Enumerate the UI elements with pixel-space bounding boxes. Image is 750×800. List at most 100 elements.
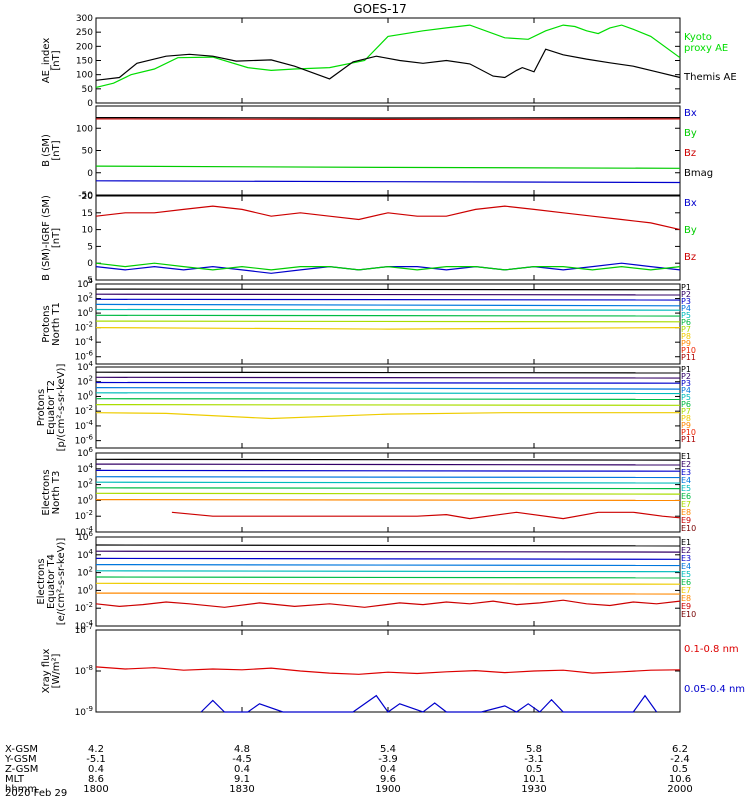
y-tick-label: 0 <box>87 169 93 179</box>
series-line-p8 <box>95 412 680 420</box>
panel-xray: 10-7 10-8 10-9 Xray flux [W/m²] 0.1-0.8 nm 0.0… <box>41 623 745 718</box>
x-row-value: 8.6 <box>88 774 104 785</box>
legend-label: P10 <box>681 428 696 437</box>
y-axis-label: Equator T2 <box>46 380 57 435</box>
legend-label: P9 <box>681 421 691 430</box>
legend-label: E7 <box>681 586 691 595</box>
x-row-value: 5.8 <box>526 744 542 755</box>
x-row-value: -5.1 <box>86 754 106 765</box>
y-tick-label: 20 <box>82 192 94 202</box>
y-tick-label: 10-2 <box>75 321 93 334</box>
x-row-value: 2000 <box>667 784 692 795</box>
y-tick-label: 100 <box>77 583 93 596</box>
x-row-label: X-GSM <box>5 744 38 755</box>
y-tick-label: 10-7 <box>75 623 93 636</box>
x-row-value: 1900 <box>375 784 400 795</box>
y-tick-label: 300 <box>76 14 93 24</box>
legend-label: E8 <box>681 594 691 603</box>
legend-label: E10 <box>681 610 696 619</box>
series-line-e8 <box>95 592 681 595</box>
legend-label: E4 <box>681 476 691 485</box>
series-line-bx <box>95 180 681 184</box>
panel-ae: 0 50 100 150 200 250 300 AE_index [nT] Kyotoproxy… <box>41 14 737 109</box>
y-axis-label: North T3 <box>51 471 62 515</box>
y-tick-label: 102 <box>77 478 93 491</box>
series-line-p8 <box>95 327 681 330</box>
legend-label: Kyoto <box>684 32 712 43</box>
series-line-p6 <box>95 314 681 317</box>
x-row-label: Y-GSM <box>4 754 37 765</box>
legend-label: E5 <box>681 570 691 579</box>
series-line-0-1-0-8-nm <box>95 666 681 675</box>
legend-label: P1 <box>681 365 691 374</box>
y-tick-label: 106 <box>77 530 93 543</box>
series-line-e9 <box>171 511 681 520</box>
legend-label: 0.05-0.4 nm <box>684 684 745 695</box>
legend-label: P8 <box>681 332 691 341</box>
y-tick-label: 104 <box>77 277 93 290</box>
series-line-e6 <box>95 487 681 490</box>
legend-label: P4 <box>681 386 691 395</box>
legend-label: E10 <box>681 524 696 533</box>
y-axis-label: Equator T4 <box>46 554 57 609</box>
y-axis-label: Protons <box>36 389 47 426</box>
series-line-p7 <box>95 404 681 406</box>
legend-label: E6 <box>681 492 691 501</box>
x-row-value: 4.8 <box>234 744 250 755</box>
x-row-label: hhmm <box>5 784 37 795</box>
series-line-e6 <box>95 576 681 579</box>
x-row-value: -2.4 <box>670 754 690 765</box>
series-line-e3 <box>95 557 681 560</box>
legend-label: P11 <box>681 353 696 362</box>
y-axis-label: [nT] <box>51 228 62 248</box>
x-row-value: -3.1 <box>524 754 544 765</box>
y-tick-label: 100 <box>77 389 93 402</box>
y-axis-label: Protons <box>41 305 52 342</box>
x-row-value: 9.1 <box>234 774 250 785</box>
series-line-e3 <box>95 469 681 472</box>
legend-label: E9 <box>681 602 691 611</box>
legend-label: E2 <box>681 546 691 555</box>
legend-label: E6 <box>681 578 691 587</box>
series-line-e9 <box>95 599 681 608</box>
y-tick-label: 102 <box>77 292 93 305</box>
x-row-value: 0.4 <box>380 764 396 775</box>
legend-label: P11 <box>681 435 696 444</box>
y-tick-label: 104 <box>77 548 93 561</box>
y-tick-label: 10-2 <box>75 601 93 614</box>
x-row-value: -4.5 <box>232 754 252 765</box>
x-row-value: 4.2 <box>88 744 104 755</box>
y-axis-label: North T1 <box>51 302 62 346</box>
y-tick-label: 104 <box>77 462 93 475</box>
legend-label: P9 <box>681 339 691 348</box>
series-line-p2 <box>95 376 681 379</box>
legend-label: P3 <box>681 379 691 388</box>
y-tick-label: 102 <box>77 375 93 388</box>
legend-label: P1 <box>681 283 691 292</box>
x-row-value: 1800 <box>83 784 108 795</box>
panel-ee: 106 104 102 100 10-2 10-4 Electrons Equator T4[… <box>36 530 696 632</box>
series-line-p1 <box>95 288 681 291</box>
series-line-bx <box>95 262 681 274</box>
y-tick-label: 10-4 <box>75 525 94 538</box>
x-row-label: MLT <box>5 774 25 785</box>
legend-label: 0.1-0.8 nm <box>684 644 739 655</box>
legend-label: E2 <box>681 460 691 469</box>
legend-label: Bz <box>684 148 696 159</box>
legend-label: P5 <box>681 393 691 402</box>
y-tick-label: 10-4 <box>75 619 94 632</box>
x-row-value: 0.5 <box>526 764 542 775</box>
y-tick-label: 0 <box>87 259 93 269</box>
figure-title: GOES-17 <box>353 2 407 16</box>
y-tick-label: 104 <box>77 360 93 373</box>
legend-label: Bx <box>684 108 697 119</box>
x-row-value: 6.2 <box>672 744 688 755</box>
series-line-p4 <box>95 303 681 307</box>
panel-frame <box>95 629 681 713</box>
legend-label: P7 <box>681 325 691 334</box>
series-line-p3 <box>95 381 681 384</box>
